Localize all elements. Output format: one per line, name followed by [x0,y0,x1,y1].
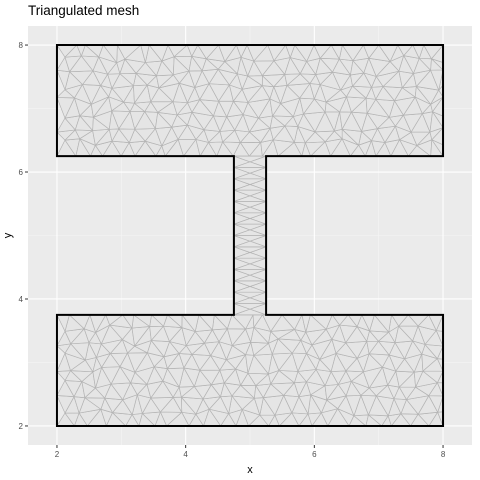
mesh-triangle [233,297,267,304]
chart-title: Triangulated mesh [28,3,140,18]
mesh-triangle [233,155,267,163]
mesh-triangle [233,206,267,214]
x-axis-title: x [247,464,253,476]
y-tick-label: 2 [19,422,24,431]
x-tick-label: 2 [55,450,60,459]
y-tick-label: 8 [19,41,24,50]
mesh-triangle [233,274,267,282]
mesh-triangle [233,218,267,225]
y-axis-title: y [2,232,14,238]
mesh-triangle [233,184,267,191]
mesh-triangle [233,252,267,259]
mesh-triangle [233,308,267,316]
mesh-triangle [233,240,267,248]
x-tick-label: 6 [312,450,317,459]
mesh-triangle [233,229,267,236]
y-tick-label: 4 [19,295,24,304]
mesh-boundary [55,44,445,427]
mesh-triangle [233,161,267,168]
x-tick-label: 8 [441,450,446,459]
mesh-triangle [233,286,267,293]
y-tick-label: 6 [19,168,24,177]
mesh-triangle [233,172,267,180]
x-tick-label: 4 [183,450,188,459]
mesh-triangle [233,263,267,270]
mesh-triangle [233,195,267,202]
